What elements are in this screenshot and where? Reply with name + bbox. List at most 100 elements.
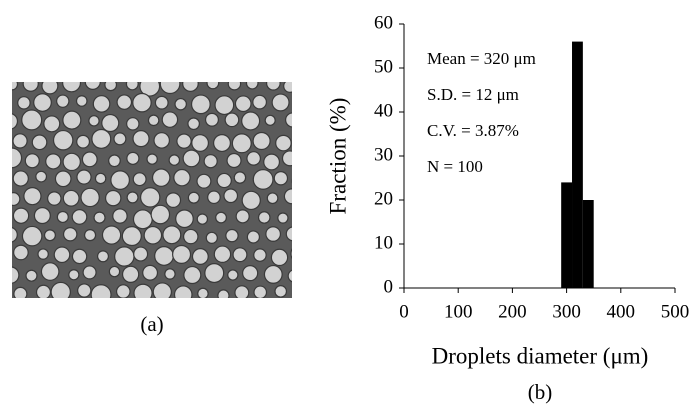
droplet xyxy=(12,207,30,224)
droplet xyxy=(197,287,209,298)
droplet xyxy=(216,172,232,189)
droplet xyxy=(150,204,171,225)
droplet xyxy=(25,269,38,282)
droplet xyxy=(291,178,292,184)
droplet xyxy=(274,284,288,298)
y-tick-label: 10 xyxy=(374,232,393,253)
droplet xyxy=(126,191,139,204)
droplet xyxy=(215,211,227,224)
droplets xyxy=(12,82,313,299)
droplet xyxy=(37,248,49,260)
droplet xyxy=(264,114,276,126)
droplet xyxy=(235,209,250,224)
droplet xyxy=(132,209,153,230)
droplet xyxy=(71,209,88,225)
droplet xyxy=(146,153,158,165)
droplet xyxy=(133,246,149,262)
droplet xyxy=(147,114,160,127)
droplet xyxy=(76,169,92,185)
droplet xyxy=(81,151,98,168)
y-tick-label: 20 xyxy=(374,188,393,209)
x-tick-label: 400 xyxy=(607,301,636,322)
x-tick-label: 500 xyxy=(661,301,690,322)
droplet xyxy=(242,265,259,282)
droplet xyxy=(273,171,289,186)
droplet xyxy=(174,97,187,111)
droplet xyxy=(53,246,71,264)
droplet xyxy=(253,285,268,298)
annotation: C.V. = 3.87% xyxy=(427,121,519,140)
droplet xyxy=(96,250,110,263)
droplet xyxy=(172,244,192,264)
droplet xyxy=(68,269,80,281)
droplet xyxy=(114,246,135,267)
droplet xyxy=(265,226,282,242)
droplet xyxy=(245,82,259,90)
droplet xyxy=(125,82,139,91)
droplet-photo xyxy=(12,82,313,299)
x-tick-label: 0 xyxy=(399,301,409,322)
droplet xyxy=(52,129,74,151)
droplet xyxy=(204,112,219,127)
droplet xyxy=(153,132,170,149)
droplet xyxy=(62,82,82,93)
droplet xyxy=(294,208,307,221)
droplet xyxy=(232,247,248,263)
droplet xyxy=(35,284,52,298)
x-tick-label: 100 xyxy=(444,301,473,322)
droplet xyxy=(283,188,292,205)
droplet xyxy=(112,208,128,224)
bar xyxy=(561,182,573,288)
droplet xyxy=(246,230,261,244)
droplet xyxy=(45,153,62,170)
droplet xyxy=(246,151,261,166)
droplet xyxy=(285,226,292,242)
x-tick-label: 200 xyxy=(498,301,527,322)
droplet xyxy=(91,128,112,149)
droplet xyxy=(224,112,240,128)
droplet xyxy=(241,190,261,211)
droplet xyxy=(77,283,92,298)
y-axis-label: Fraction (%) xyxy=(325,98,350,215)
droplet xyxy=(263,264,283,284)
droplet xyxy=(40,262,60,281)
droplet xyxy=(252,169,274,190)
y-tick-label: 50 xyxy=(374,56,393,77)
droplet xyxy=(139,82,161,97)
droplet xyxy=(21,225,43,247)
panel-label: (a) xyxy=(140,312,163,336)
annotation: Mean = 320 μm xyxy=(427,49,536,68)
panel-label: (b) xyxy=(528,380,553,404)
droplet xyxy=(270,248,289,267)
droplet xyxy=(225,228,239,243)
droplet xyxy=(121,265,140,283)
droplet xyxy=(71,248,88,265)
droplet xyxy=(227,269,239,281)
droplet xyxy=(54,170,72,188)
y-tick-label: 0 xyxy=(384,276,394,297)
droplet xyxy=(126,117,140,131)
droplet xyxy=(277,212,289,224)
droplet xyxy=(88,115,100,127)
droplet xyxy=(56,94,70,108)
droplet xyxy=(132,172,147,187)
droplet xyxy=(290,248,292,260)
droplet xyxy=(22,82,39,92)
droplet xyxy=(139,187,161,208)
droplet xyxy=(17,96,31,110)
droplet xyxy=(92,95,111,113)
droplet xyxy=(62,152,81,172)
droplet xyxy=(293,284,308,299)
droplet xyxy=(101,113,120,133)
droplet xyxy=(263,153,281,171)
droplet xyxy=(183,228,199,245)
annotation: S.D. = 12 μm xyxy=(427,85,519,104)
droplet xyxy=(62,110,82,130)
droplet xyxy=(241,111,261,131)
droplet xyxy=(295,133,313,151)
droplet xyxy=(113,132,127,146)
droplet xyxy=(205,231,218,244)
droplet xyxy=(13,286,28,298)
droplet xyxy=(217,289,230,298)
